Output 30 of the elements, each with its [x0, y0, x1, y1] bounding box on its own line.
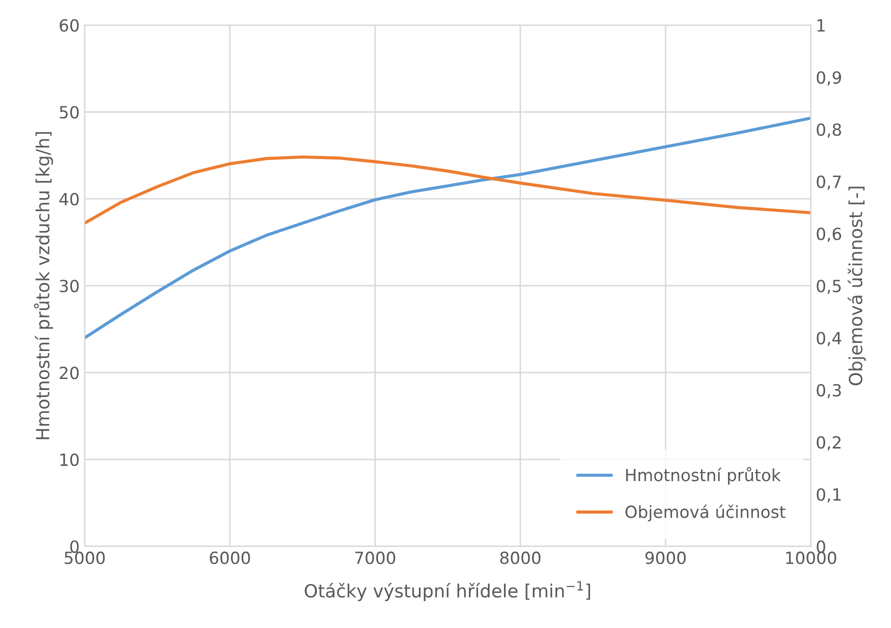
- y2-tick-label: 0,2: [816, 436, 841, 450]
- line-series: [84, 116, 811, 340]
- y-tick-label: 40: [59, 192, 79, 206]
- y-tick-label: 20: [60, 366, 79, 380]
- y-tick-label: 60: [60, 19, 79, 32]
- y2-tick-label: 0,3: [816, 384, 841, 398]
- y-tick-label: 30: [60, 280, 79, 292]
- x-tick-label: 9000: [645, 552, 686, 564]
- x-tick-label: 7000: [355, 552, 396, 564]
- y-tick-label: 10: [60, 453, 79, 466]
- y-tick-label: 50: [60, 106, 79, 119]
- y2-tick-label: 0,4: [816, 332, 842, 346]
- y-axis-title: Hmotnostní průtok vzduchu [kg/h]: [34, 132, 54, 440]
- x-tick-label: 10000: [786, 552, 836, 564]
- y2-tick-label: 0,5: [816, 280, 841, 294]
- line-series: [84, 155, 811, 225]
- y2-tick-label: 0,7: [816, 175, 841, 190]
- y2-tick-label: 1: [818, 19, 825, 32]
- x-tick-label: 5000: [64, 552, 105, 564]
- y-tick-label: 0: [70, 540, 79, 553]
- x-axis-title: Otáčky výstupní hřídele [min$^{−1}$]: [304, 581, 590, 602]
- y2-tick-label: 0,8: [816, 123, 842, 138]
- legend-label: Hmotnostní průtok: [626, 466, 781, 485]
- x-tick-label: 6000: [210, 552, 250, 564]
- y2-tick-label: 0,1: [816, 488, 841, 503]
- y2-tick-label: 0,6: [816, 228, 842, 242]
- legend-label: Objemová účinnost: [625, 504, 786, 522]
- y2-tick-label: 0,9: [816, 71, 842, 86]
- y2-axis-title: Objemová účinnost [-]: [848, 186, 866, 386]
- x-tick-label: 8000: [500, 552, 540, 564]
